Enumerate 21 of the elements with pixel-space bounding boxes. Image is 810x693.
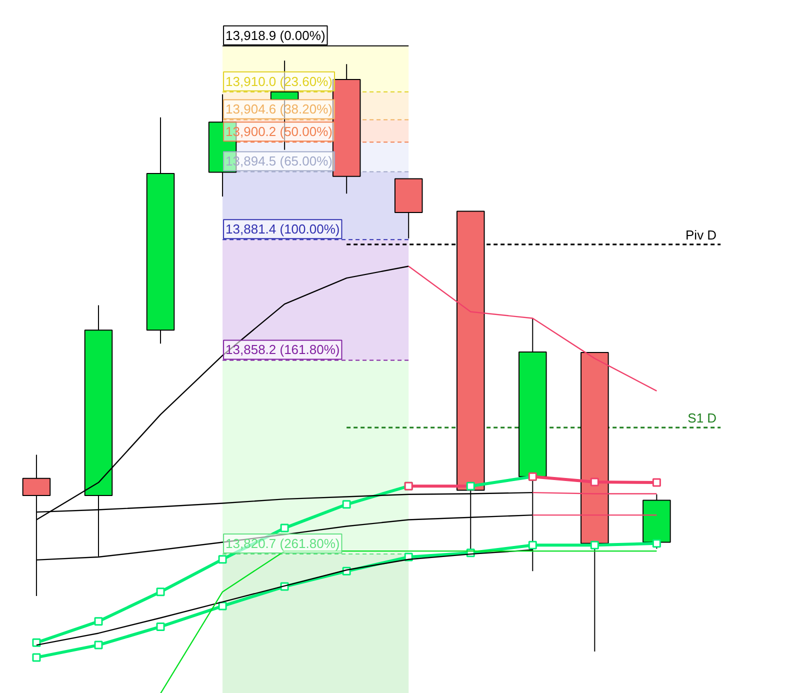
point xyxy=(94,640,103,650)
point xyxy=(590,478,599,486)
annotation: 13,858.2 (161.80%) xyxy=(226,342,340,358)
point xyxy=(94,617,103,626)
point xyxy=(652,539,661,548)
point xyxy=(218,602,227,610)
point xyxy=(590,540,599,550)
ref-line-label: Piv D xyxy=(686,227,717,242)
point xyxy=(280,524,289,532)
annotation: 13,910.0 (23.60%) xyxy=(226,74,333,89)
annotation: 13,881.4 (100.00%) xyxy=(226,222,340,237)
point xyxy=(156,588,165,596)
point xyxy=(652,478,661,487)
point xyxy=(342,500,351,509)
point xyxy=(528,540,537,550)
text: 13,918.9 (0.00%) xyxy=(226,28,326,43)
point xyxy=(32,638,41,647)
point xyxy=(218,555,227,564)
point xyxy=(156,622,165,631)
ref-line-label: S1 D xyxy=(688,410,717,426)
point xyxy=(32,653,41,662)
